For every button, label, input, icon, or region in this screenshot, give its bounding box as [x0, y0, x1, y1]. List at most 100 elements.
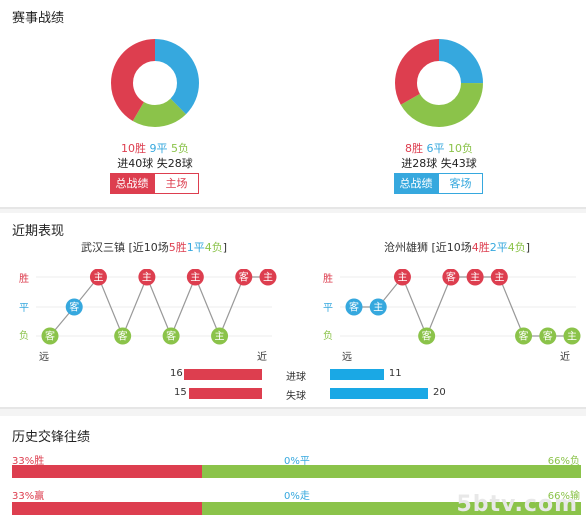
scored-label: 进球 — [286, 372, 306, 383]
right-goals-summary: 进28球 失43球 — [401, 157, 477, 170]
right-record-wdl: 8胜 6平 10负 — [364, 140, 514, 156]
left-form-point: 客 — [114, 327, 132, 345]
left-form-venue-label: 主 — [142, 272, 152, 284]
right-form-point: 主 — [369, 298, 387, 316]
right-scored-bar — [330, 369, 384, 380]
history-row1-right: 66%负 — [547, 456, 580, 467]
site-watermark: 5btv.com — [456, 492, 578, 517]
section-divider-1 — [0, 207, 586, 209]
right-form-venue-label: 客 — [519, 330, 529, 343]
right-form-point: 客 — [539, 327, 557, 345]
left-form-point: 客 — [65, 298, 83, 316]
right-scored-value: 11 — [388, 368, 402, 379]
left-record-donut — [111, 39, 199, 127]
left-form-dot — [186, 269, 204, 286]
right-form-point: 主 — [466, 269, 484, 286]
right-form-dot — [466, 269, 484, 286]
left-axis-win: 胜 — [19, 274, 29, 285]
right-form-dot — [393, 269, 411, 286]
left-form-venue-label: 主 — [215, 331, 225, 343]
right-axis-draw: 平 — [323, 303, 333, 314]
left-axis-near: 近 — [257, 352, 267, 363]
right-form-dot — [442, 269, 460, 286]
left-form-point: 主 — [138, 269, 156, 286]
right-form-dot — [563, 327, 581, 345]
right-form-dot — [345, 298, 363, 316]
right-axis-win: 胜 — [323, 274, 333, 285]
history-title: 历史交锋往绩 — [12, 430, 91, 445]
left-goals-summary: 进40球 失28球 — [117, 157, 193, 170]
right-form-dot — [515, 327, 533, 345]
right-form-dot — [369, 298, 387, 316]
left-form-point: 客 — [162, 327, 180, 345]
record-title: 赛事战绩 — [12, 11, 65, 26]
left-form-dot — [235, 269, 253, 286]
left-tab-home[interactable]: 主场 — [154, 173, 199, 194]
left-form-dot — [41, 327, 59, 345]
right-tab-total[interactable]: 总战绩 — [394, 173, 438, 194]
left-form-point: 主 — [89, 269, 107, 286]
right-form-dot — [490, 269, 508, 286]
left-form-point: 主 — [186, 269, 204, 286]
history-row1-loss-bar — [201, 465, 581, 478]
left-donut-win-slice — [111, 39, 199, 127]
right-form-venue-label: 主 — [494, 272, 504, 284]
right-team-recent-header: 沧州雄狮 [近10场4胜2平4负] — [384, 241, 531, 254]
right-form-venue-label: 客 — [422, 330, 432, 343]
right-form-venue-label: 主 — [567, 331, 577, 343]
left-scored-value: 16 — [170, 368, 183, 379]
right-form-venue-label: 主 — [397, 272, 407, 284]
left-tab-total[interactable]: 总战绩 — [110, 173, 154, 194]
left-form-line — [49, 275, 268, 338]
left-draw-count: 9平 — [149, 142, 168, 155]
right-form-line — [354, 275, 572, 338]
left-axis-far: 远 — [39, 352, 49, 363]
right-axis-far: 远 — [342, 352, 352, 363]
left-form-venue-label: 主 — [263, 272, 273, 284]
history-row1-mid: 0%平 — [284, 456, 310, 467]
left-form-point: 客 — [41, 327, 59, 345]
left-form-venue-label: 主 — [190, 272, 200, 284]
left-donut-loss-slice — [111, 39, 199, 127]
left-form-dot — [89, 269, 107, 286]
left-record-wdl: 10胜 9平 5负 — [80, 140, 230, 156]
right-donut-win-slice — [395, 39, 483, 127]
right-loss-count: 10负 — [448, 142, 473, 155]
left-form-dot — [259, 269, 277, 286]
record-panel: 赛事战绩 10胜 9平 5负 进40球 失28球 总战绩 主场 8胜 6平 10… — [0, 0, 586, 207]
right-team-name: 沧州雄狮 — [384, 241, 428, 254]
left-form-point: 客 — [235, 269, 253, 286]
left-form-dot — [65, 298, 83, 316]
right-form-point: 客 — [345, 298, 363, 316]
history-row2-right: 66%输 — [547, 491, 580, 502]
history-row2-mid: 0%走 — [284, 491, 310, 502]
right-axis-near: 近 — [560, 352, 570, 363]
left-form-dot — [114, 327, 132, 345]
history-row2-win-bar — [12, 502, 202, 515]
left-form-venue-label: 客 — [118, 330, 128, 343]
section-divider-2 — [0, 407, 586, 409]
conceded-label: 失球 — [286, 391, 306, 402]
recent-title: 近期表现 — [12, 224, 65, 239]
left-form-dot — [138, 269, 156, 286]
recent-panel: 近期表现 武汉三镇 [近10场5胜1平4负] 沧州雄狮 [近10场4胜2平4负]… — [0, 213, 586, 407]
right-tab-away[interactable]: 客场 — [438, 173, 483, 194]
left-axis-loss: 负 — [19, 331, 29, 342]
left-axis-draw: 平 — [19, 303, 29, 314]
left-team-name: 武汉三镇 — [81, 241, 125, 254]
right-form-dot — [539, 327, 557, 345]
left-loss-count: 5负 — [171, 142, 189, 155]
right-draw-count: 6平 — [426, 142, 445, 155]
right-form-venue-label: 主 — [470, 272, 480, 284]
right-record-donut — [395, 39, 483, 127]
left-form-venue-label: 客 — [45, 330, 55, 343]
right-form-venue-label: 主 — [373, 302, 383, 314]
history-panel: 历史交锋往绩 33%胜 0%平 66%负 33%赢 0%走 66%输 5btv.… — [0, 416, 586, 525]
history-row2-left: 33%赢 — [12, 491, 45, 502]
right-form-point: 主 — [563, 327, 581, 345]
right-form-chart: 客主主客客主主客客主 — [340, 269, 581, 345]
left-form-venue-label: 客 — [166, 330, 176, 343]
history-row2-loss-bar — [201, 502, 581, 515]
right-form-venue-label: 客 — [349, 301, 359, 314]
right-form-point: 主 — [490, 269, 508, 286]
